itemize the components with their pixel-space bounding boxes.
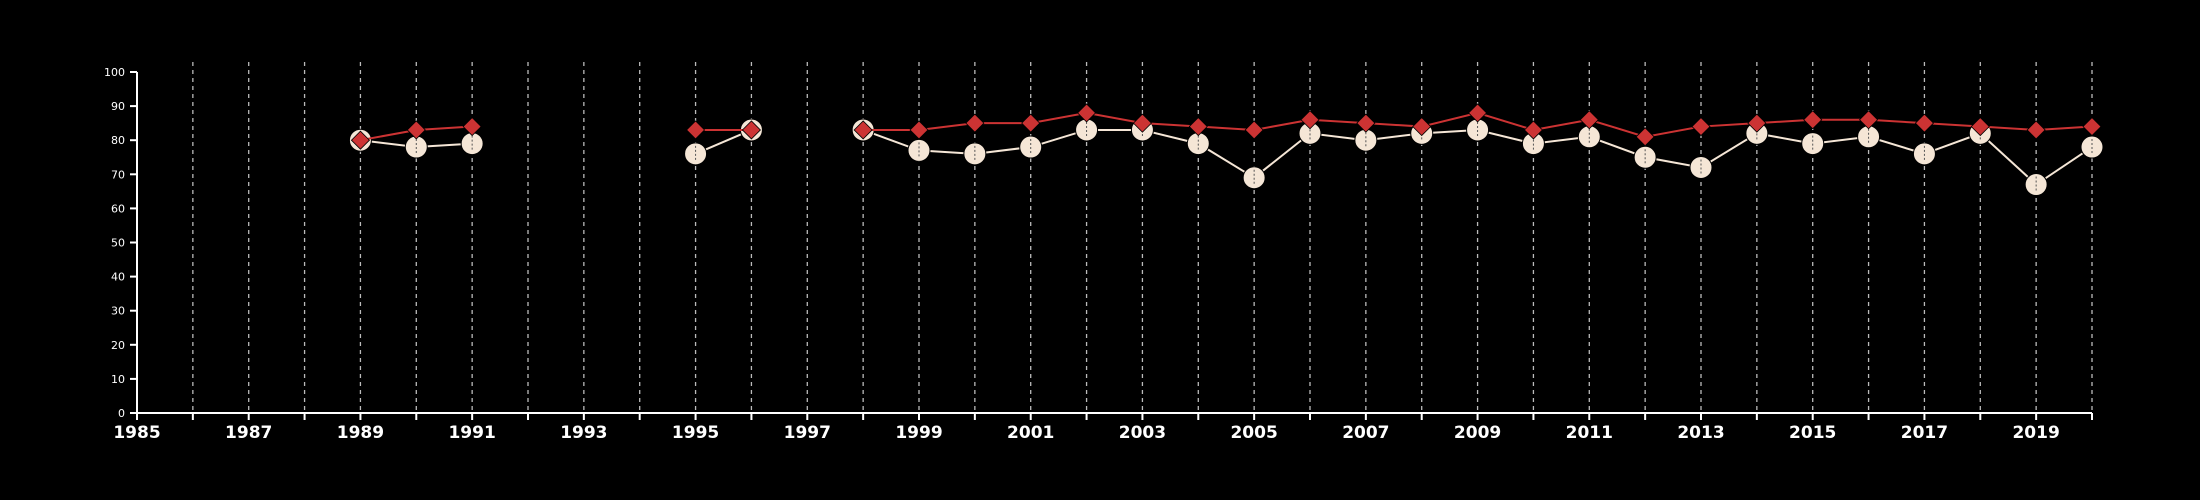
- y-tick-label-0: 0: [118, 407, 125, 420]
- point-diamond-1989: [350, 130, 370, 150]
- point-diamond-1991: [462, 116, 482, 137]
- series-diamond: [350, 103, 2102, 150]
- point-diamond-2006: [1300, 110, 1320, 130]
- x-tick-label-2015: 2015: [1789, 423, 1836, 443]
- x-tick-label-1999: 1999: [895, 423, 942, 443]
- point-diamond-1999: [909, 120, 929, 140]
- x-tick-label-2009: 2009: [1454, 423, 1501, 443]
- y-tick-label-20: 20: [111, 339, 125, 352]
- point-diamond-2020: [2082, 116, 2102, 137]
- y-tick-label-90: 90: [111, 100, 125, 113]
- point-diamond-2019: [2026, 120, 2046, 140]
- y-tick-label-60: 60: [111, 202, 125, 215]
- point-diamond-2000: [965, 113, 985, 133]
- point-diamond-2001: [1021, 113, 1041, 133]
- x-tick-label-1989: 1989: [337, 423, 384, 443]
- point-diamond-2003: [1132, 113, 1152, 133]
- point-diamond-2015: [1803, 110, 1823, 130]
- point-diamond-1990: [406, 120, 426, 140]
- x-tick-label-2011: 2011: [1566, 423, 1613, 443]
- point-diamond-2013: [1691, 116, 1711, 137]
- point-diamond-2016: [1859, 110, 1879, 130]
- point-diamond-2018: [1970, 116, 1990, 137]
- point-diamond-2002: [1077, 103, 1097, 123]
- x-tick-label-2007: 2007: [1342, 423, 1389, 443]
- x-tick-label-1993: 1993: [560, 423, 607, 443]
- x-tick-label-2005: 2005: [1230, 423, 1277, 443]
- y-tick-label-80: 80: [111, 134, 125, 147]
- point-diamond-2008: [1412, 116, 1432, 137]
- y-tick-label-50: 50: [111, 237, 125, 250]
- y-tick-label-70: 70: [111, 168, 125, 181]
- axes: 1985 1987 1989 1991 1993 1995 1997 1999 2001 2003…: [104, 66, 2093, 443]
- x-tick-label-1985: 1985: [113, 423, 160, 443]
- x-tick-label-1995: 1995: [672, 423, 719, 443]
- x-tick-label-1987: 1987: [225, 423, 272, 443]
- x-tick-label-2003: 2003: [1119, 423, 1166, 443]
- y-tick-label-10: 10: [111, 373, 125, 386]
- x-tick-label-2017: 2017: [1901, 423, 1948, 443]
- point-diamond-2012: [1635, 127, 1655, 147]
- point-diamond-2017: [1914, 113, 1934, 133]
- point-diamond-2004: [1188, 116, 1208, 137]
- x-tick-label-2013: 2013: [1677, 423, 1724, 443]
- point-diamond-2011: [1579, 110, 1599, 130]
- point-diamond-1995: [686, 120, 706, 140]
- y-tick-label-100: 100: [104, 66, 125, 79]
- y-tick-label-30: 30: [111, 305, 125, 318]
- series-circle: [348, 118, 2104, 197]
- point-diamond-2007: [1356, 113, 1376, 133]
- x-tick-label-2001: 2001: [1007, 423, 1054, 443]
- point-diamond-1996: [741, 120, 761, 140]
- series: [348, 103, 2104, 197]
- x-tick-label-2019: 2019: [2012, 423, 2059, 443]
- point-diamond-2010: [1523, 120, 1543, 140]
- x-tick-label-1997: 1997: [784, 423, 831, 443]
- point-diamond-2014: [1747, 113, 1767, 133]
- point-diamond-2005: [1244, 120, 1264, 140]
- point-diamond-1998: [853, 120, 873, 140]
- x-tick-label-1991: 1991: [448, 423, 495, 443]
- point-diamond-2009: [1468, 103, 1488, 123]
- y-tick-label-40: 40: [111, 271, 125, 284]
